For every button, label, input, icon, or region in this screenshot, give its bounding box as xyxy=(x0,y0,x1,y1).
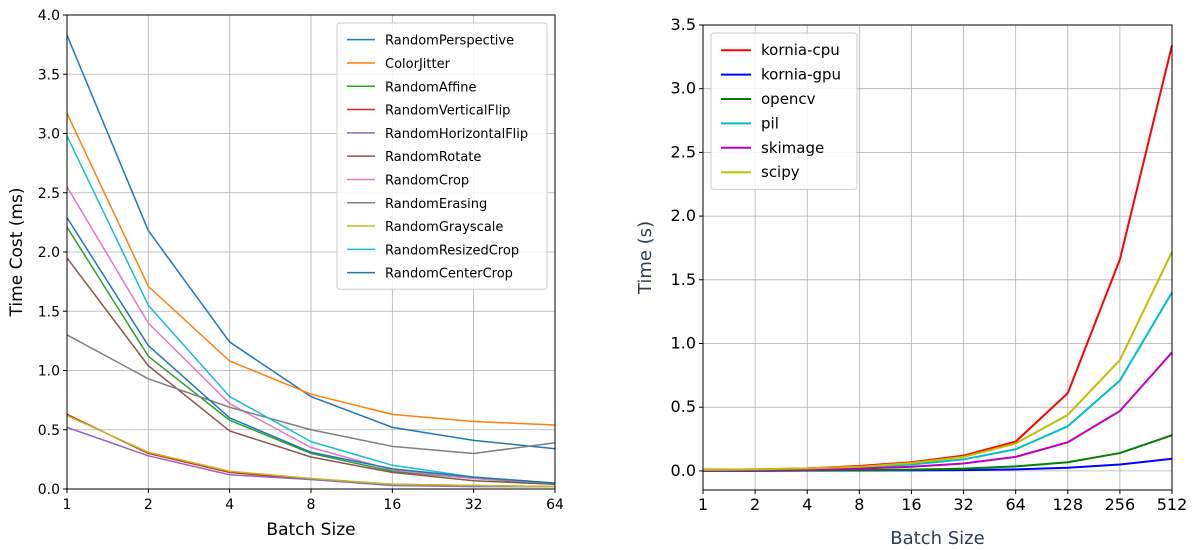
x-tick-label: 4 xyxy=(225,497,234,513)
legend-label: RandomHorizontalFlip xyxy=(385,127,528,142)
x-tick-label: 32 xyxy=(953,495,973,514)
x-axis-label: Batch Size xyxy=(266,520,355,540)
legend-box xyxy=(710,32,858,190)
y-tick-label: 3.5 xyxy=(671,15,696,34)
legend-entry: kornia-cpu xyxy=(721,41,840,59)
y-tick-label: 0.5 xyxy=(38,423,60,439)
y-tick-label: 2.5 xyxy=(671,142,696,161)
y-tick-label: 0.5 xyxy=(671,397,696,416)
legend: kornia-cpu kornia-gpu opencv pil skimage scip… xyxy=(710,32,858,190)
series-line-randomgrayscale xyxy=(66,414,556,488)
legend-entry: RandomGrayscale xyxy=(347,220,503,235)
axes-frame xyxy=(702,24,1173,491)
legend-label: kornia-cpu xyxy=(761,41,840,59)
legend-entry: opencv xyxy=(721,90,816,108)
series-line-colorjitter xyxy=(66,113,556,426)
x-tick-label: 64 xyxy=(546,497,564,513)
x-tick-label: 16 xyxy=(901,495,921,514)
series-line-randomcentercrop xyxy=(66,217,556,484)
legend-entry: RandomRotate xyxy=(347,150,481,165)
legend-entry: ColorJitter xyxy=(347,57,451,72)
y-tick-label: 1.5 xyxy=(38,304,60,320)
y-tick-label: 1.0 xyxy=(671,333,696,352)
x-tick-label: 1 xyxy=(63,497,72,513)
x-tick-label: 256 xyxy=(1105,495,1136,514)
y-tick-label: 2.5 xyxy=(38,186,60,202)
legend-entry: RandomAffine xyxy=(347,80,477,95)
series-line-pil xyxy=(702,292,1173,472)
legend-label: opencv xyxy=(761,90,816,108)
legend-entry: skimage xyxy=(721,139,824,157)
legend-label: kornia-gpu xyxy=(761,66,841,84)
legend-label: ColorJitter xyxy=(385,57,451,72)
x-tick-label: 8 xyxy=(307,497,316,513)
x-tick-label: 32 xyxy=(465,497,483,513)
x-tick-label: 1 xyxy=(698,495,708,514)
left-chart: 1 2 4 8 16 32 64 0.0 0.5 1.0 1.5 2.0 2.5 3.0 3.5 4.0 Bat… xyxy=(7,8,564,540)
legend-label: RandomCrop xyxy=(385,173,469,188)
legend-entry: scipy xyxy=(721,163,800,181)
legend-entry: kornia-gpu xyxy=(721,66,841,84)
legend-entry: RandomCrop xyxy=(347,173,469,188)
x-tick-label: 64 xyxy=(1005,495,1025,514)
legend-entry: RandomPerspective xyxy=(347,34,514,49)
y-axis-label: Time (s) xyxy=(635,221,656,295)
x-tick-label: 512 xyxy=(1157,495,1188,514)
x-tick-label: 128 xyxy=(1053,495,1084,514)
x-tick-label: 4 xyxy=(802,495,812,514)
series-lines xyxy=(702,45,1173,472)
legend-label: pil xyxy=(761,114,779,132)
legend-entry: RandomCenterCrop xyxy=(347,267,513,282)
legend-entry: RandomHorizontalFlip xyxy=(347,127,528,142)
legend-label: RandomCenterCrop xyxy=(385,267,513,282)
legend-box xyxy=(336,22,548,290)
legend-label: RandomGrayscale xyxy=(385,220,503,235)
y-tick-label: 2.0 xyxy=(671,206,696,225)
legend-label: skimage xyxy=(761,139,824,157)
legend-label: RandomResizedCrop xyxy=(385,243,519,258)
legend: RandomPerspective ColorJitter RandomAffine… xyxy=(336,22,548,290)
x-tick-label: 2 xyxy=(144,497,153,513)
y-tick-label: 2.0 xyxy=(38,245,60,261)
legend-entry: RandomVerticalFlip xyxy=(347,104,510,119)
y-tick-label: 3.0 xyxy=(38,127,60,143)
series-lines xyxy=(66,34,556,488)
legend-label: RandomAffine xyxy=(385,80,477,95)
x-tick-label: 2 xyxy=(750,495,760,514)
y-tick-label: 3.5 xyxy=(38,67,60,83)
series-line-randomcrop xyxy=(66,186,556,484)
legend-label: RandomVerticalFlip xyxy=(385,104,510,119)
series-line-randomerasing xyxy=(66,334,556,455)
y-tick-label: 4.0 xyxy=(38,8,60,24)
series-line-skimage xyxy=(702,351,1173,472)
x-tick-label: 16 xyxy=(383,497,401,513)
y-tick-label: 3.0 xyxy=(671,79,696,98)
legend-label: scipy xyxy=(761,163,800,181)
legend-label: RandomErasing xyxy=(385,197,487,212)
y-tick-label: 1.0 xyxy=(38,364,60,380)
legend-entry: pil xyxy=(721,114,779,132)
y-tick-label: 0.0 xyxy=(671,461,696,480)
series-line-randomperspective xyxy=(66,34,556,450)
x-axis-label: Batch Size xyxy=(890,528,984,549)
series-line-scipy xyxy=(702,251,1173,471)
legend-label: RandomRotate xyxy=(385,150,481,165)
y-axis-label: Time Cost (ms) xyxy=(7,188,27,318)
y-tick-label: 0.0 xyxy=(38,482,60,498)
legend-entry: RandomResizedCrop xyxy=(347,243,519,258)
legend-label: RandomPerspective xyxy=(385,34,514,49)
legend-entry: RandomErasing xyxy=(347,197,487,212)
right-chart: 1 2 4 8 16 32 64 128 256 512 0.0 0.5 1.0 1.5 2.0 2.5 3.0… xyxy=(635,15,1187,549)
series-line-randomhorizontalflip xyxy=(66,426,555,488)
x-tick-label: 8 xyxy=(854,495,864,514)
series-line-randomrotate xyxy=(66,257,556,486)
y-tick-label: 1.5 xyxy=(671,270,696,289)
